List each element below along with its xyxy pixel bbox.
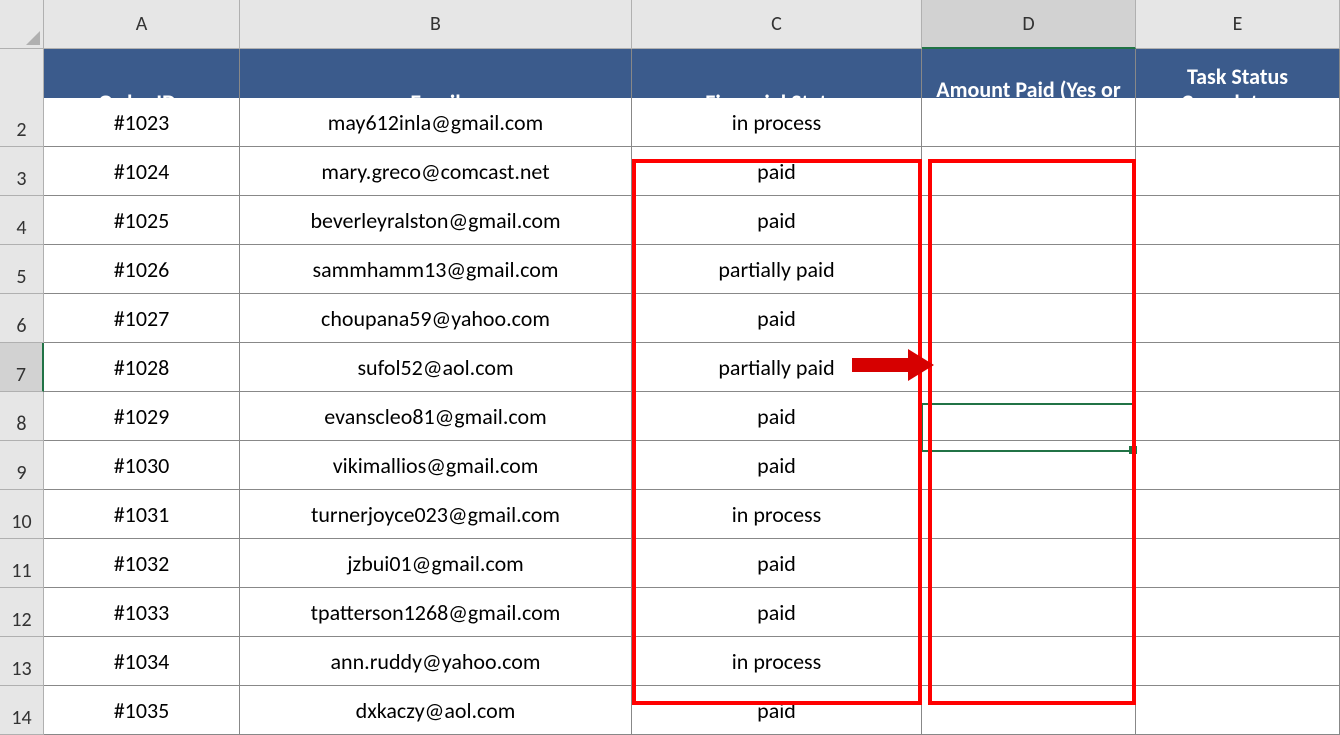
cell-e3[interactable] [1136, 147, 1340, 196]
cell-d6[interactable] [922, 294, 1136, 343]
column-header-b[interactable]: B [240, 0, 632, 49]
cell-c6[interactable]: paid [632, 294, 922, 343]
spreadsheet-grid[interactable]: ABCDE1Order IDsEmailFinancial StatusAmou… [0, 0, 1340, 735]
cell-a11[interactable]: #1032 [44, 539, 240, 588]
cell-e11[interactable] [1136, 539, 1340, 588]
cell-d5[interactable] [922, 245, 1136, 294]
row-header-6[interactable]: 6 [0, 294, 44, 343]
cell-a5[interactable]: #1026 [44, 245, 240, 294]
cell-d3[interactable] [922, 147, 1136, 196]
cell-a6[interactable]: #1027 [44, 294, 240, 343]
cell-c3[interactable]: paid [632, 147, 922, 196]
cell-e4[interactable] [1136, 196, 1340, 245]
cell-d14[interactable] [922, 686, 1136, 735]
cell-b11[interactable]: jzbui01@gmail.com [240, 539, 632, 588]
cell-d12[interactable] [922, 588, 1136, 637]
cell-b3[interactable]: mary.greco@comcast.net [240, 147, 632, 196]
cell-b4[interactable]: beverleyralston@gmail.com [240, 196, 632, 245]
row-header-7[interactable]: 7 [0, 343, 44, 392]
row-header-12[interactable]: 12 [0, 588, 44, 637]
select-all-corner[interactable] [0, 0, 44, 49]
row-header-9[interactable]: 9 [0, 441, 44, 490]
cell-c12[interactable]: paid [632, 588, 922, 637]
cell-c2[interactable]: in process [632, 98, 922, 147]
cell-e13[interactable] [1136, 637, 1340, 686]
cell-c4[interactable]: paid [632, 196, 922, 245]
cell-d9[interactable] [922, 441, 1136, 490]
cell-a4[interactable]: #1025 [44, 196, 240, 245]
cell-e9[interactable] [1136, 441, 1340, 490]
cell-e8[interactable] [1136, 392, 1340, 441]
cell-e2[interactable] [1136, 98, 1340, 147]
cell-d11[interactable] [922, 539, 1136, 588]
cell-b7[interactable]: sufol52@aol.com [240, 343, 632, 392]
cell-e12[interactable] [1136, 588, 1340, 637]
cell-d13[interactable] [922, 637, 1136, 686]
cell-c7[interactable]: partially paid [632, 343, 922, 392]
cell-e10[interactable] [1136, 490, 1340, 539]
cell-b2[interactable]: may612inla@gmail.com [240, 98, 632, 147]
row-header-13[interactable]: 13 [0, 637, 44, 686]
column-header-c[interactable]: C [632, 0, 922, 49]
cell-a13[interactable]: #1034 [44, 637, 240, 686]
cell-d4[interactable] [922, 196, 1136, 245]
cell-c10[interactable]: in process [632, 490, 922, 539]
row-header-3[interactable]: 3 [0, 147, 44, 196]
cell-c13[interactable]: in process [632, 637, 922, 686]
cell-a3[interactable]: #1024 [44, 147, 240, 196]
column-header-a[interactable]: A [44, 0, 240, 49]
cell-d2[interactable] [922, 98, 1136, 147]
row-header-8[interactable]: 8 [0, 392, 44, 441]
cell-e14[interactable] [1136, 686, 1340, 735]
row-header-2[interactable]: 2 [0, 98, 44, 147]
cell-c5[interactable]: partially paid [632, 245, 922, 294]
cell-b6[interactable]: choupana59@yahoo.com [240, 294, 632, 343]
cell-e5[interactable] [1136, 245, 1340, 294]
cell-b13[interactable]: ann.ruddy@yahoo.com [240, 637, 632, 686]
row-header-5[interactable]: 5 [0, 245, 44, 294]
cell-e6[interactable] [1136, 294, 1340, 343]
row-header-10[interactable]: 10 [0, 490, 44, 539]
cell-b9[interactable]: vikimallios@gmail.com [240, 441, 632, 490]
cell-a10[interactable]: #1031 [44, 490, 240, 539]
cell-a2[interactable]: #1023 [44, 98, 240, 147]
row-header-11[interactable]: 11 [0, 539, 44, 588]
cell-c8[interactable]: paid [632, 392, 922, 441]
cell-d7[interactable] [922, 343, 1136, 392]
cell-b10[interactable]: turnerjoyce023@gmail.com [240, 490, 632, 539]
cell-c9[interactable]: paid [632, 441, 922, 490]
cell-e7[interactable] [1136, 343, 1340, 392]
cell-b12[interactable]: tpatterson1268@gmail.com [240, 588, 632, 637]
cell-a9[interactable]: #1030 [44, 441, 240, 490]
column-header-d[interactable]: D [922, 0, 1136, 49]
column-header-e[interactable]: E [1136, 0, 1340, 49]
row-header-4[interactable]: 4 [0, 196, 44, 245]
row-header-14[interactable]: 14 [0, 686, 44, 735]
cell-b8[interactable]: evanscleo81@gmail.com [240, 392, 632, 441]
cell-a14[interactable]: #1035 [44, 686, 240, 735]
cell-d10[interactable] [922, 490, 1136, 539]
cell-a12[interactable]: #1033 [44, 588, 240, 637]
cell-b5[interactable]: sammhamm13@gmail.com [240, 245, 632, 294]
cell-a8[interactable]: #1029 [44, 392, 240, 441]
cell-c11[interactable]: paid [632, 539, 922, 588]
cell-d8[interactable] [922, 392, 1136, 441]
cell-c14[interactable]: paid [632, 686, 922, 735]
cell-a7[interactable]: #1028 [44, 343, 240, 392]
cell-b14[interactable]: dxkaczy@aol.com [240, 686, 632, 735]
